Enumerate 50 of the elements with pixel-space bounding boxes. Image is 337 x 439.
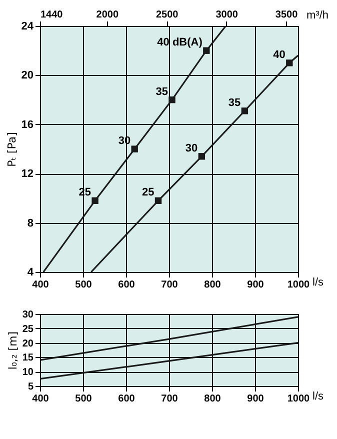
x-axis-title: l/s bbox=[312, 390, 324, 402]
annotation: 35 bbox=[228, 96, 241, 109]
y-tick-label: 8 bbox=[27, 217, 34, 230]
x-tick-label: 900 bbox=[247, 280, 264, 290]
x2-axis-title: m³/h bbox=[306, 10, 328, 22]
point bbox=[154, 197, 162, 204]
y-tick-label: 16 bbox=[21, 118, 34, 131]
y-tick-label: 15 bbox=[22, 352, 34, 364]
point bbox=[203, 47, 210, 54]
x-tick-label: 800 bbox=[204, 280, 222, 290]
annotation: 35 bbox=[156, 86, 168, 98]
x2-tick-label: 2000 bbox=[96, 10, 119, 20]
y-tick-label: 5 bbox=[28, 382, 34, 392]
annotation: 40 dB(A) bbox=[157, 36, 203, 49]
point bbox=[286, 60, 293, 66]
x-tick-label: 800 bbox=[204, 394, 222, 404]
x-tick-label: 500 bbox=[75, 394, 92, 404]
y-axis-title: l₀,₂ [m] bbox=[6, 331, 20, 370]
x-tick-label: 1000 bbox=[287, 280, 310, 290]
y-axis-title: Pₜ [Pa] bbox=[5, 132, 18, 167]
point bbox=[168, 96, 176, 104]
point bbox=[92, 197, 98, 204]
x2-tick-label: 3500 bbox=[275, 10, 298, 20]
x-tick-label: 400 bbox=[32, 280, 50, 290]
x-axis-title: l/s bbox=[312, 276, 324, 288]
point bbox=[131, 146, 138, 152]
y-tick-label: 20 bbox=[21, 70, 34, 82]
x-tick-label: 700 bbox=[161, 394, 178, 404]
x-tick-label: 1000 bbox=[287, 394, 310, 404]
x-tick-label: 600 bbox=[118, 280, 136, 290]
x2-tick-label: 1440 bbox=[40, 10, 64, 20]
x2-tick-label: 3000 bbox=[216, 10, 238, 20]
y-tick-label: 25 bbox=[22, 324, 34, 335]
point bbox=[241, 108, 248, 114]
point bbox=[198, 153, 206, 160]
x-tick-label: 500 bbox=[75, 280, 92, 290]
y-tick-label: 20 bbox=[22, 338, 34, 350]
annotation: 25 bbox=[142, 186, 154, 199]
annotation: 30 bbox=[185, 142, 198, 154]
annotation: 40 bbox=[273, 48, 286, 61]
x-tick-label: 600 bbox=[118, 394, 136, 404]
y-tick-label: 12 bbox=[21, 168, 34, 180]
y-tick-label: 4 bbox=[27, 266, 34, 278]
y-tick-label: 30 bbox=[22, 310, 34, 320]
y-tick-label: 10 bbox=[22, 367, 34, 378]
x-tick-label: 700 bbox=[161, 280, 178, 290]
x-tick-label: 400 bbox=[32, 394, 50, 404]
x-tick-label: 900 bbox=[247, 394, 264, 404]
y-tick-label: 24 bbox=[21, 20, 34, 32]
x2-tick-label: 2500 bbox=[156, 10, 179, 20]
